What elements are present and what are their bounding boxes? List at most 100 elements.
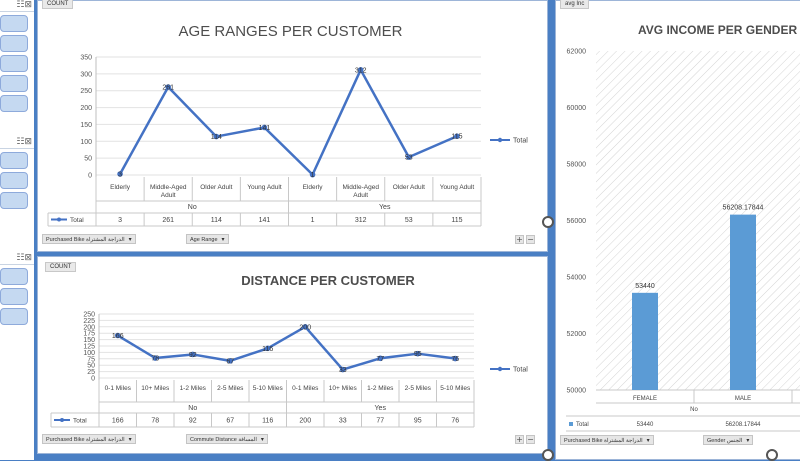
category-label: Adult	[161, 192, 176, 199]
chart-title: AVG INCOME PER GENDER	[638, 23, 798, 37]
data-point	[264, 345, 271, 352]
income-chart-panel[interactable]: avg Inc AVG INCOME PER GENDER 50000 52000…	[555, 0, 800, 460]
data-label: 33	[339, 367, 347, 374]
y-tick-label: 225	[83, 318, 95, 325]
table-value: 53	[405, 217, 413, 224]
slicer-item[interactable]	[0, 75, 28, 92]
category-label: 5-10 Miles	[440, 385, 471, 392]
distance-chart-panel[interactable]: COUNT DISTANCE PER CUSTOMER 0 25 50 75 100 12…	[37, 256, 548, 454]
category-label: 0-1 Miles	[105, 385, 132, 392]
table-value: 76	[451, 418, 459, 425]
dropdown-arrow-icon: ▾	[128, 436, 132, 443]
slicer-item[interactable]	[0, 95, 28, 112]
data-label: 166	[112, 333, 124, 340]
group-label: Yes	[379, 204, 391, 211]
y-tick-label: 350	[80, 55, 92, 62]
chart-title: AGE RANGES PER CUSTOMER	[178, 23, 403, 40]
table-value: 141	[259, 217, 271, 224]
series-line-total	[118, 68, 458, 176]
age-chart-panel[interactable]: COUNT AGE RANGES PER CUSTOMER 0 50 100 150 2…	[37, 0, 548, 252]
y-tick-label: 200	[83, 324, 95, 331]
slicer-item[interactable]	[0, 268, 28, 285]
data-label: 67	[226, 358, 234, 365]
resize-handle[interactable]	[542, 216, 554, 228]
table-value: 77	[376, 418, 384, 425]
table-value: 312	[355, 217, 367, 224]
income-bar-chart: 50000 52000 54000 56000 58000 60000 62000 53440…	[566, 49, 800, 432]
table-value: 3	[118, 217, 122, 224]
slicer-header: ☷⊠	[0, 0, 34, 12]
data-point	[414, 350, 421, 357]
category-label: 0-1 Miles	[292, 385, 319, 392]
y-tick-label: 50	[84, 156, 92, 163]
slicer-item[interactable]	[0, 288, 28, 305]
clear-filter-icon[interactable]: ☷⊠	[16, 137, 32, 147]
bar	[632, 292, 658, 390]
y-tick-label: 52000	[567, 331, 587, 338]
table-legend-marker	[57, 217, 61, 222]
y-tick-label: 250	[83, 312, 95, 319]
y-tick-label: 100	[83, 350, 95, 357]
purchased-bike-filter-button[interactable]: Purchased Bike الدراجة المشتراة ▾	[42, 434, 136, 444]
category-label: Young Adult	[247, 184, 282, 191]
y-tick-label: 50000	[567, 388, 587, 395]
clear-filter-icon[interactable]: ☷⊠	[16, 0, 32, 10]
data-point	[339, 366, 346, 373]
resize-handle[interactable]	[542, 449, 554, 461]
table-legend-label: Total	[70, 217, 84, 224]
legend-label: Total	[513, 367, 528, 374]
y-tick-label: 150	[83, 337, 95, 344]
resize-handle[interactable]	[766, 449, 778, 461]
y-tick-label: 60000	[567, 105, 587, 112]
y-tick-label: 175	[83, 331, 95, 338]
data-label: 312	[355, 67, 367, 74]
slicer-item[interactable]	[0, 55, 28, 72]
legend-label: Total	[513, 138, 528, 145]
y-tick-label: 125	[83, 344, 95, 351]
data-point	[227, 358, 234, 364]
purchased-bike-filter-button[interactable]: Purchased Bike الدراجة المشتراة ▾	[560, 435, 654, 445]
category-label: Older Adult	[200, 184, 232, 191]
slicer-item[interactable]	[0, 152, 28, 169]
collapse-button[interactable]: −	[526, 235, 535, 244]
slicer-purchased-bike: ☷⊠	[0, 0, 34, 112]
group-label: Yes	[375, 405, 387, 412]
slicer-item[interactable]	[0, 172, 28, 189]
data-point	[454, 133, 460, 140]
group-label: No	[188, 204, 197, 211]
value-field-tag[interactable]: COUNT	[45, 262, 77, 272]
dropdown-arrow-icon: ▾	[221, 236, 225, 243]
expand-button[interactable]: +	[515, 235, 524, 244]
table-value: 114	[211, 217, 222, 224]
data-point	[189, 351, 196, 358]
y-tick-label: 75	[87, 356, 95, 363]
age-range-filter-button[interactable]: Age Range ▾	[186, 234, 229, 244]
slicer-item[interactable]	[0, 35, 28, 52]
category-label: Young Adult	[440, 184, 475, 191]
data-point	[406, 154, 412, 160]
category-label: Elderly	[110, 184, 131, 191]
slicer-item[interactable]	[0, 15, 28, 32]
data-label: 76	[451, 356, 459, 363]
series-line-total	[117, 325, 456, 371]
data-point	[452, 355, 459, 362]
slicer-item[interactable]	[0, 308, 28, 325]
slicer-item[interactable]	[0, 192, 28, 209]
expand-button[interactable]: +	[515, 435, 524, 444]
data-label: 92	[189, 352, 197, 359]
data-point	[357, 67, 364, 73]
table-value: 261	[162, 217, 174, 224]
collapse-button[interactable]: −	[526, 435, 535, 444]
table-value: 200	[299, 418, 311, 425]
table-value: 78	[151, 418, 159, 425]
value-field-tag[interactable]: COUNT	[42, 0, 74, 9]
data-label: 261	[162, 85, 174, 92]
gender-filter-button[interactable]: Gender الجنس ▾	[703, 435, 754, 445]
commute-distance-filter-button[interactable]: Commute Distance المسافة ▾	[186, 434, 268, 444]
value-field-tag[interactable]: avg Inc	[560, 0, 590, 9]
purchased-bike-filter-button[interactable]: Purchased Bike الدراجة المشتراة ▾	[42, 234, 136, 244]
clear-filter-icon[interactable]: ☷⊠	[16, 253, 32, 263]
category-label: MALE	[735, 396, 751, 402]
